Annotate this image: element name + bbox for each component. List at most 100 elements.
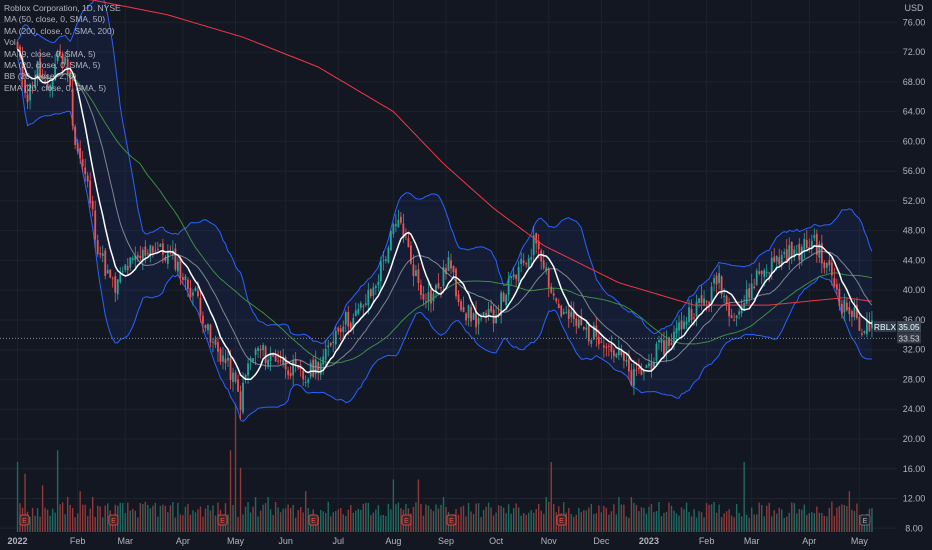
legend-indicator-ma50[interactable]: MA (50, close, 0, SMA, 50) xyxy=(4,14,106,25)
volume-bar xyxy=(650,503,653,532)
candle-body xyxy=(725,295,728,305)
candle-body xyxy=(728,303,731,317)
candle-body xyxy=(384,259,387,262)
legend-indicator-ma200[interactable]: MA (200, close, 0, SMA, 200) xyxy=(4,25,115,36)
candle-body xyxy=(502,292,505,302)
candle-body xyxy=(287,370,290,376)
volume-bar xyxy=(826,516,828,532)
candle-body xyxy=(833,278,836,287)
x-tick-label: Mar xyxy=(118,536,134,546)
volume-bar xyxy=(698,511,700,532)
volume-bar xyxy=(427,505,430,532)
volume-bar xyxy=(648,506,650,532)
volume-bar xyxy=(768,502,770,532)
volume-bar xyxy=(284,508,287,532)
candle-body xyxy=(622,352,625,361)
volume-bar xyxy=(127,502,129,532)
candle-body xyxy=(176,261,179,272)
earnings-marker-label: E xyxy=(22,518,27,525)
symbol-tag-label: RBLX xyxy=(874,322,897,332)
volume-bar xyxy=(327,501,329,532)
volume-bar xyxy=(781,509,783,532)
candle-body xyxy=(790,241,793,258)
volume-bar xyxy=(102,517,104,532)
candle-body xyxy=(587,325,590,342)
candle-body xyxy=(174,248,177,270)
candle-body xyxy=(610,343,613,352)
volume-bar xyxy=(342,514,344,532)
volume-bar xyxy=(197,509,199,532)
earnings-marker-box xyxy=(859,514,871,526)
volume-bar xyxy=(640,507,643,532)
bollinger-band-fill xyxy=(17,0,872,422)
x-tick-label: Feb xyxy=(699,536,715,546)
y-tick-label: 44.00 xyxy=(903,255,926,265)
x-tick-label: Sep xyxy=(438,536,454,546)
volume-bar xyxy=(625,516,628,532)
volume-bar xyxy=(771,516,773,532)
legend-indicator-ma20[interactable]: MA (20, close, 0, SMA, 5) xyxy=(4,60,101,71)
volume-bar xyxy=(500,505,502,532)
volume-bar xyxy=(703,517,705,532)
candle-body xyxy=(214,339,217,345)
candle-body xyxy=(410,245,412,264)
candle-body xyxy=(229,357,232,380)
candle-body xyxy=(59,50,62,55)
candle-body xyxy=(269,354,272,361)
legend-indicator-vol[interactable]: Vol xyxy=(4,37,16,48)
legend-indicator-ema20[interactable]: EMA (20, close, 0, SMA, 5) xyxy=(4,82,107,93)
candle-body xyxy=(61,53,64,65)
volume-bar xyxy=(337,509,339,532)
candle-body xyxy=(234,372,237,382)
volume-bar xyxy=(249,512,252,532)
candle-body xyxy=(187,279,189,289)
volume-bar xyxy=(104,505,106,532)
volume-bar xyxy=(412,506,415,532)
candle-body xyxy=(19,46,21,56)
candle-body xyxy=(116,279,119,295)
candle-body xyxy=(319,363,322,375)
volume-bar xyxy=(162,504,164,532)
candle-body xyxy=(562,311,565,315)
candle-body xyxy=(189,287,192,298)
candle-body xyxy=(332,341,335,343)
volume-bar xyxy=(635,505,638,532)
candle-body xyxy=(357,308,360,314)
volume-bar xyxy=(543,513,545,532)
x-tick-label: Aug xyxy=(385,536,401,546)
volume-bar xyxy=(532,512,535,532)
candle-body xyxy=(182,277,184,280)
candle-body xyxy=(843,299,846,313)
candle-body xyxy=(780,254,783,265)
candle-body xyxy=(670,342,673,345)
volume-bar xyxy=(147,504,149,532)
candle-body xyxy=(224,358,227,363)
volume-bar xyxy=(798,509,800,532)
volume-bar xyxy=(502,507,505,532)
earnings-marker: E xyxy=(308,514,319,526)
volume-bar xyxy=(395,504,397,532)
volume-bar xyxy=(545,497,547,532)
legend-title: Roblox Corporation, 1D, NYSE xyxy=(4,3,121,13)
volume-bar xyxy=(778,507,780,532)
volume-bar xyxy=(515,503,517,532)
candle-body xyxy=(104,250,107,276)
volume-bar xyxy=(445,507,447,532)
legend-indicator-bb[interactable]: BB (20, close, 2, 0) xyxy=(4,71,77,82)
volume-bar xyxy=(34,515,36,532)
candle-body xyxy=(612,350,615,357)
candle-body xyxy=(512,274,515,278)
candle-body xyxy=(810,240,813,249)
candle-body xyxy=(427,292,430,302)
y-tick-label: 24.00 xyxy=(903,404,926,414)
volume-bar xyxy=(237,516,239,532)
candle-body xyxy=(232,372,234,383)
candle-body xyxy=(36,61,39,77)
volume-bar xyxy=(86,516,89,532)
volume-bar xyxy=(665,511,668,532)
legend-indicator-ma9[interactable]: MA (9, close, 0, SMA, 5) xyxy=(4,48,96,59)
candle-body xyxy=(422,294,425,300)
volume-bar xyxy=(555,512,557,532)
